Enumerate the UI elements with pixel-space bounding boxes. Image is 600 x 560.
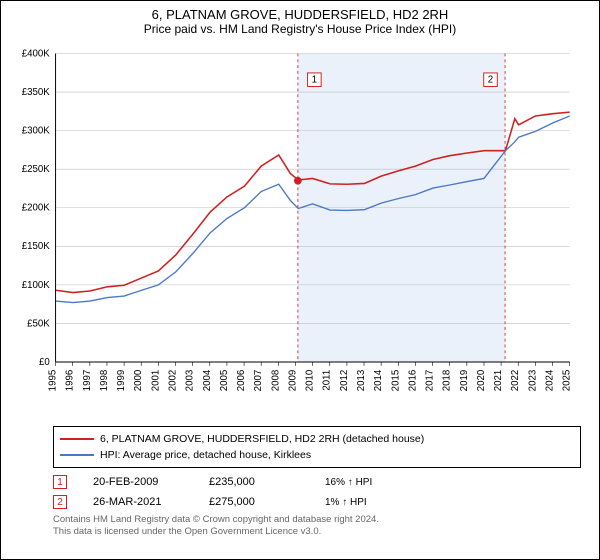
svg-text:1: 1 xyxy=(312,74,317,85)
svg-text:£150K: £150K xyxy=(22,241,51,252)
svg-text:2002: 2002 xyxy=(168,370,179,392)
svg-text:2016: 2016 xyxy=(407,370,418,392)
svg-text:2022: 2022 xyxy=(510,370,521,392)
svg-text:2021: 2021 xyxy=(493,370,504,392)
svg-text:2019: 2019 xyxy=(459,370,470,392)
marker-number-box: 2 xyxy=(53,495,67,509)
svg-text:1999: 1999 xyxy=(116,370,127,392)
svg-text:1997: 1997 xyxy=(82,370,93,392)
svg-text:2012: 2012 xyxy=(339,370,350,392)
svg-text:1995: 1995 xyxy=(48,370,59,392)
marker-row: 1 20-FEB-2009 £235,000 16% ↑ HPI xyxy=(53,472,581,492)
marker-price: £275,000 xyxy=(209,496,299,508)
svg-text:2004: 2004 xyxy=(202,369,213,391)
svg-text:£250K: £250K xyxy=(22,164,51,175)
svg-text:2011: 2011 xyxy=(322,370,333,391)
legend-color-swatch xyxy=(60,454,94,456)
legend: 6, PLATNAM GROVE, HUDDERSFIELD, HD2 2RH … xyxy=(53,426,581,468)
marker-date: 26-MAR-2021 xyxy=(93,496,183,508)
chart-area: £0 £50K £100K £150K £200K £250K £300K £350K £400… xyxy=(9,42,591,422)
svg-text:£0: £0 xyxy=(39,357,50,368)
legend-label: 6, PLATNAM GROVE, HUDDERSFIELD, HD2 2RH … xyxy=(100,433,424,445)
svg-text:2018: 2018 xyxy=(442,370,453,392)
chart-card: 6, PLATNAM GROVE, HUDDERSFIELD, HD2 2RH … xyxy=(0,0,600,560)
svg-text:2023: 2023 xyxy=(527,370,538,392)
legend-color-swatch xyxy=(60,438,94,440)
footer-line-2: This data is licensed under the Open Gov… xyxy=(53,526,581,538)
svg-text:2024: 2024 xyxy=(545,369,556,391)
svg-text:2010: 2010 xyxy=(305,369,316,391)
chart-svg: £0 £50K £100K £150K £200K £250K £300K £350K £400… xyxy=(9,42,591,422)
marker-delta: 16% ↑ HPI xyxy=(325,477,415,488)
svg-text:£350K: £350K xyxy=(22,87,51,98)
markers-table: 1 20-FEB-2009 £235,000 16% ↑ HPI 2 26-MAR-202… xyxy=(53,472,581,512)
svg-text:£400K: £400K xyxy=(22,48,51,59)
chart-title: 6, PLATNAM GROVE, HUDDERSFIELD, HD2 2RH xyxy=(9,7,591,22)
svg-text:2020: 2020 xyxy=(476,369,487,391)
svg-text:2000: 2000 xyxy=(133,369,144,391)
svg-text:2025: 2025 xyxy=(562,370,573,392)
svg-text:2: 2 xyxy=(488,74,493,85)
marker-date: 20-FEB-2009 xyxy=(93,476,183,488)
legend-label: HPI: Average price, detached house, Kirk… xyxy=(100,449,311,461)
svg-text:2014: 2014 xyxy=(373,369,384,391)
svg-text:2015: 2015 xyxy=(390,370,401,392)
svg-text:2017: 2017 xyxy=(425,370,436,392)
footer-line-1: Contains HM Land Registry data © Crown c… xyxy=(53,514,581,526)
svg-text:2008: 2008 xyxy=(270,370,281,392)
footer: Contains HM Land Registry data © Crown c… xyxy=(53,514,581,538)
marker-number-box: 1 xyxy=(53,475,67,489)
svg-text:2009: 2009 xyxy=(287,370,298,392)
svg-text:1996: 1996 xyxy=(65,370,76,392)
svg-text:2001: 2001 xyxy=(150,370,161,392)
svg-text:£100K: £100K xyxy=(22,280,51,291)
svg-text:1998: 1998 xyxy=(99,370,110,392)
svg-text:£300K: £300K xyxy=(22,126,51,137)
svg-text:2013: 2013 xyxy=(356,370,367,392)
legend-row: HPI: Average price, detached house, Kirk… xyxy=(60,447,574,463)
marker-row: 2 26-MAR-2021 £275,000 1% ↑ HPI xyxy=(53,492,581,512)
svg-text:2007: 2007 xyxy=(253,370,264,392)
chart-subtitle: Price paid vs. HM Land Registry's House … xyxy=(9,22,591,36)
legend-row: 6, PLATNAM GROVE, HUDDERSFIELD, HD2 2RH … xyxy=(60,431,574,447)
svg-text:2005: 2005 xyxy=(219,370,230,392)
marker-delta: 1% ↑ HPI xyxy=(325,497,415,508)
svg-text:£50K: £50K xyxy=(27,318,50,329)
svg-text:2006: 2006 xyxy=(236,370,247,392)
svg-text:£200K: £200K xyxy=(22,203,51,214)
marker-price: £235,000 xyxy=(209,476,299,488)
svg-text:2003: 2003 xyxy=(185,370,196,392)
